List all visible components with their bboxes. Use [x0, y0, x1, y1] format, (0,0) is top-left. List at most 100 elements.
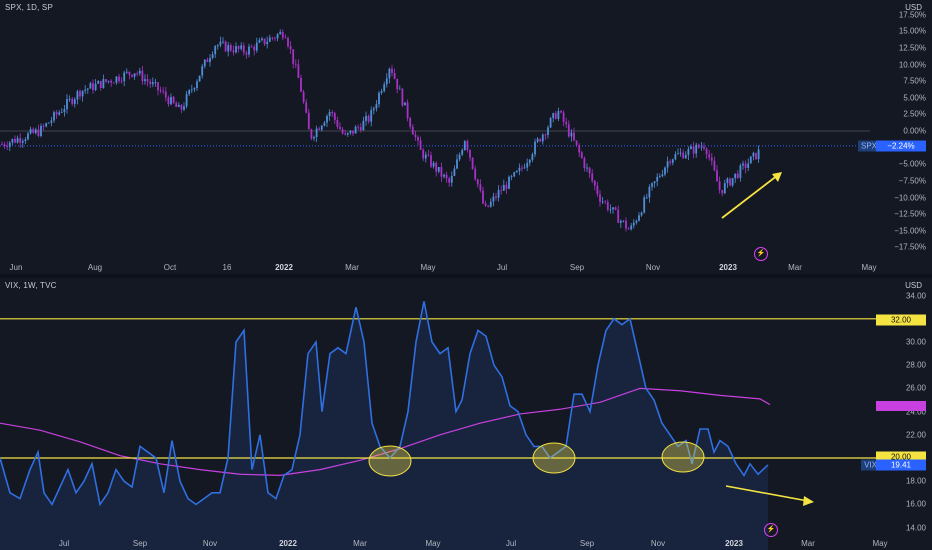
spx-candle [370, 110, 373, 122]
spx-candle [3, 144, 6, 147]
spx-scale-tick: −17.50% [894, 242, 926, 252]
spx-candle [284, 37, 287, 39]
vix-scale-tick: 28.00 [905, 360, 926, 370]
vix-time-tick: Mar [801, 539, 815, 548]
spx-candle [388, 68, 391, 79]
spx-candle [417, 137, 419, 141]
spx-candle [492, 196, 495, 202]
vix-chart-pane[interactable]: VIX, 1W, TVC USD 34.00 32.00 30.00 28.00 26.… [0, 278, 932, 550]
spx-candle [721, 190, 724, 194]
spx-candle [391, 68, 393, 74]
spx-candle [645, 197, 648, 199]
spx-scale-tick: 0.00% [903, 126, 926, 136]
spx-candle [632, 222, 635, 226]
spx-candle [573, 132, 575, 141]
spx-candle [190, 89, 193, 91]
spx-candle [86, 88, 89, 90]
spx-candle [198, 75, 201, 82]
vix-support-circle [532, 442, 576, 474]
spx-scale-tick: 10.00% [898, 60, 926, 69]
spx-candle [739, 165, 742, 178]
vix-time-tick: Mar [353, 539, 367, 548]
spx-candle [619, 220, 622, 223]
vix-support-circle [368, 445, 412, 477]
spx-candle [196, 81, 198, 89]
spx-candle [110, 80, 113, 83]
spx-time-tick: Aug [87, 263, 103, 272]
spx-candle [471, 157, 474, 169]
spx-candle [227, 45, 230, 52]
spx-candle [151, 82, 154, 85]
vix-hline-low-badge: 20.00 [876, 451, 926, 463]
spx-candle [617, 209, 620, 223]
vix-chart-canvas[interactable] [0, 278, 932, 550]
spx-candle [222, 41, 224, 43]
vix-time-tick: 2023 [725, 539, 743, 548]
spx-candle [326, 115, 328, 123]
spx-candle [154, 82, 157, 84]
spx-candle [557, 110, 560, 119]
spx-candle [627, 228, 630, 230]
spx-candle [562, 112, 565, 122]
spx-candle [175, 102, 178, 107]
spx-candle [24, 139, 27, 142]
spx-candle [635, 220, 638, 223]
spx-candle [479, 184, 482, 191]
spx-candle [521, 167, 523, 169]
spx-candle [73, 99, 76, 104]
spx-candle [513, 172, 516, 177]
spx-candle [567, 124, 570, 137]
spx-candle [695, 144, 698, 154]
spx-candle [170, 96, 172, 105]
spx-candle [697, 144, 700, 148]
spx-candle [162, 91, 165, 92]
vix-currency-label: USD [905, 281, 922, 290]
spx-candle [97, 80, 100, 84]
spx-scale-tick: 7.50% [903, 76, 926, 86]
spx-candle [203, 59, 206, 67]
spx-candle [53, 112, 55, 121]
spx-candle [372, 108, 375, 111]
spx-time-tick: Nov [645, 263, 661, 272]
vix-event-bolt-icon[interactable]: ⚡ [764, 523, 778, 537]
spx-candle [549, 118, 552, 128]
spx-candle [19, 138, 22, 143]
spx-candle [476, 179, 479, 185]
spx-candle [461, 150, 464, 155]
spx-time-tick: Jul [496, 263, 508, 272]
spx-candle [570, 132, 573, 137]
spx-candle [318, 128, 321, 130]
spx-chart-canvas[interactable] [0, 0, 932, 274]
spx-candle [128, 71, 131, 75]
spx-candle [404, 102, 406, 106]
vix-scale-tick: 24.00 [905, 407, 926, 417]
spx-scale-tick: 2.50% [903, 109, 926, 119]
spx-candle [495, 196, 497, 198]
spx-candle [651, 183, 653, 187]
spx-candle [341, 129, 344, 134]
vix-pane-label: VIX, 1W, TVC [5, 281, 57, 290]
spx-candle [248, 46, 250, 55]
spx-candle [612, 207, 614, 210]
spx-event-bolt-icon[interactable]: ⚡ [754, 247, 768, 261]
spx-candle [8, 142, 11, 147]
pane-divider[interactable] [0, 274, 932, 278]
spx-chart-pane[interactable]: SPX, 1D, SP USD 17.50% 15.00% 12.50% 10.00%… [0, 0, 932, 274]
spx-candle [211, 54, 214, 59]
spx-candle [440, 166, 443, 177]
spx-candle [367, 115, 370, 122]
spx-candle [157, 82, 159, 91]
spx-candle [123, 72, 126, 82]
spx-candle [398, 88, 401, 90]
spx-candle [575, 140, 578, 145]
spx-candle [482, 190, 484, 204]
spx-candle [261, 38, 263, 41]
spx-candle [734, 173, 737, 179]
spx-candle [229, 45, 232, 51]
spx-candle [159, 90, 162, 92]
spx-candle [742, 163, 744, 166]
spx-candle [708, 154, 711, 158]
spx-candle [435, 162, 438, 172]
vix-trend-arrow-icon [725, 485, 814, 506]
spx-candle [193, 88, 196, 90]
